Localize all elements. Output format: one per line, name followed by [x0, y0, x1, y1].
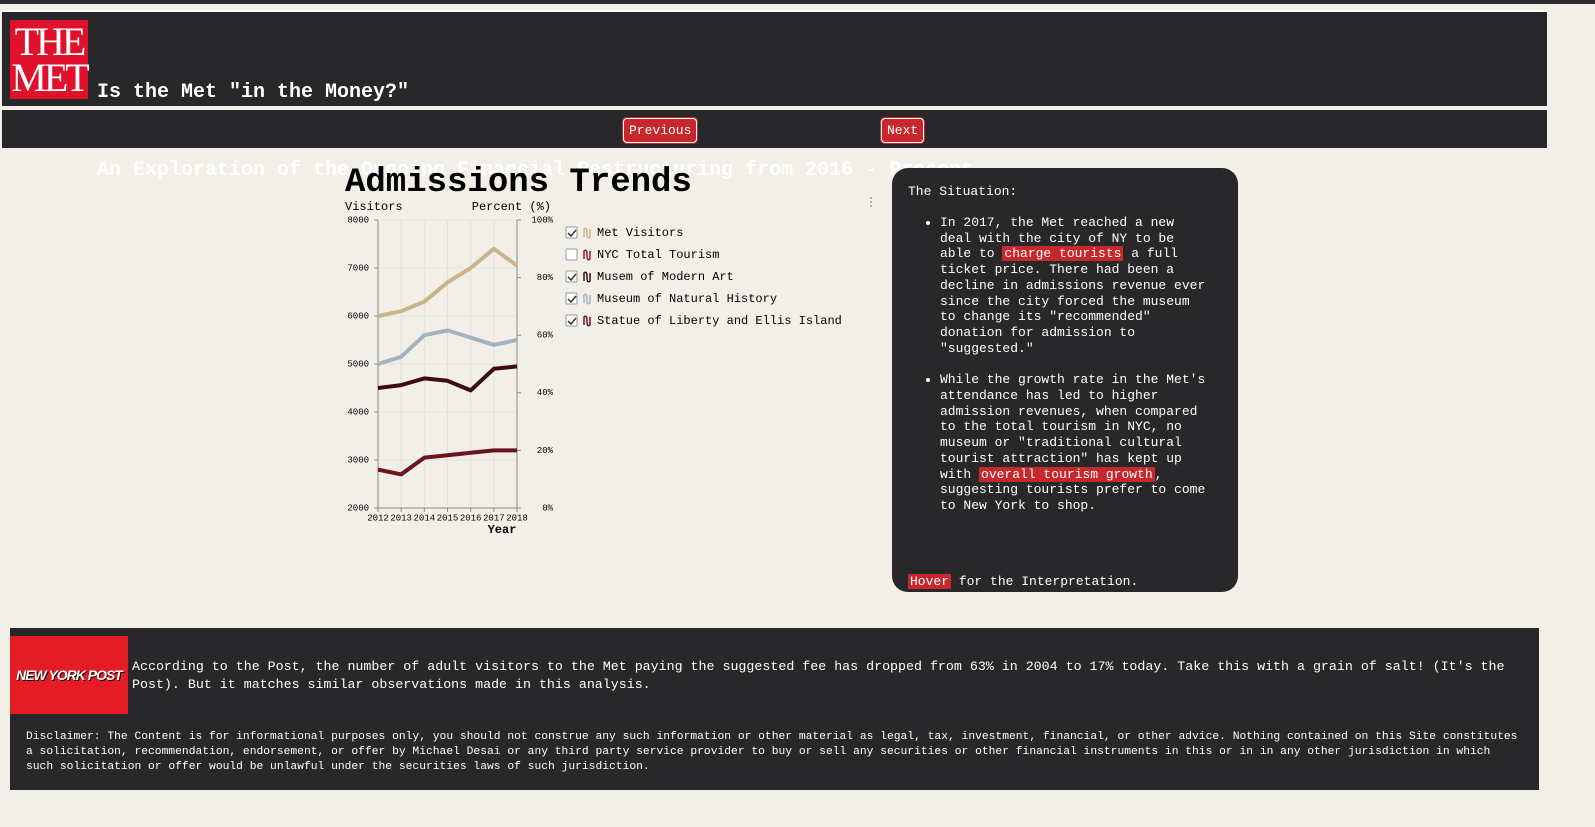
top-rule [0, 0, 1595, 4]
series-line [377, 364, 518, 393]
header: THE MET Is the Met "in the Money?" An Ex… [2, 10, 1547, 182]
legend-check [567, 317, 577, 326]
y-tick-label: 5000 [347, 359, 369, 369]
next-button[interactable]: Next [881, 118, 925, 143]
hover-tag[interactable]: Hover [908, 574, 952, 589]
bullet-text: While the growth rate in the Met's atten… [940, 372, 1206, 482]
highlight[interactable]: charge tourists [1002, 246, 1124, 262]
legend-checkbox[interactable] [565, 314, 578, 327]
y2-axis-label: Percent (%) [472, 200, 551, 214]
x-axis-label: Year [488, 523, 517, 537]
legend-label[interactable]: Statue of Liberty and Ellis Island [597, 314, 842, 328]
series-line [377, 246, 519, 318]
chart: Admissions Trends Visitors Percent (%) Y… [345, 164, 872, 537]
logo-text: THE [14, 19, 87, 64]
legend-label[interactable]: Met Visitors [597, 226, 683, 240]
y2-tick-label: 80% [537, 273, 554, 283]
x-tick-label: 2013 [390, 513, 412, 523]
legend-swatch [583, 315, 591, 327]
y-tick-label: 6000 [347, 311, 369, 321]
y-axis-label: Visitors [345, 200, 403, 214]
y2-tick-label: 20% [537, 446, 554, 456]
highlight[interactable]: overall tourism growth [979, 466, 1155, 482]
y2-tick-label: 0% [542, 503, 553, 513]
legend-label[interactable]: NYC Total Tourism [597, 248, 719, 262]
legend-checkbox[interactable] [565, 292, 578, 305]
legend-swatch [583, 271, 591, 283]
legend-check [567, 229, 577, 238]
bullet-text: In 2017, the Met reached a new deal with… [940, 215, 1175, 262]
post-logo: NEW YORK POST [10, 636, 128, 714]
x-tick-label: 2017 [483, 513, 505, 523]
menu-icon[interactable] [870, 197, 872, 207]
legend-swatch [583, 249, 591, 261]
legend-check [567, 295, 577, 304]
bullet-text: , suggesting tourists prefer to come to … [940, 466, 1206, 513]
x-tick-label: 2018 [506, 513, 528, 523]
series-line [377, 328, 518, 366]
title: Is the Met "in the Money?" [97, 81, 410, 104]
legend-check [567, 273, 577, 282]
chart-title: Admissions Trends [345, 164, 692, 202]
logo-text: MET [11, 55, 89, 100]
bullet-text: a full ticket price. There had been a de… [940, 246, 1206, 356]
post-quote: According to the Post, the number of adu… [132, 659, 1505, 692]
y-tick-label: 2000 [347, 503, 369, 513]
legend-label[interactable]: Museum of Natural History [597, 292, 777, 306]
x-tick-label: 2014 [414, 513, 436, 523]
y-tick-label: 3000 [347, 455, 369, 465]
y2-tick-label: 100% [531, 215, 553, 225]
met-logo: THE MET [10, 19, 90, 100]
hover-text: for the Interpretation. [951, 574, 1139, 589]
legend-checkbox[interactable] [565, 248, 578, 261]
legend-checkbox[interactable] [565, 270, 578, 283]
hover-line: Hover for the Interpretation. [908, 574, 1138, 590]
legend-checkbox[interactable] [565, 226, 578, 239]
y-tick-label: 8000 [347, 215, 369, 225]
nav-bar: Previous Next [2, 110, 1547, 148]
previous-button[interactable]: Previous [623, 118, 698, 143]
y-tick-label: 4000 [347, 407, 369, 417]
y2-tick-label: 60% [537, 331, 554, 341]
header-text: Is the Met "in the Money?" An Exploratio… [97, 28, 985, 236]
bullet: While the growth rate in the Met's atten… [940, 372, 1212, 513]
panel-heading: The Situation: [908, 184, 1018, 199]
y2-tick-label: 40% [537, 388, 554, 398]
legend-swatch [583, 293, 591, 305]
y-tick-label: 7000 [347, 263, 369, 273]
subtitle: An Exploration of the Ongoing Financial … [97, 159, 986, 182]
disclaimer: Disclaimer: The Content is for informati… [26, 731, 1518, 773]
bullet-list: In 2017, the Met reached a new deal with… [908, 215, 1212, 530]
bullet: In 2017, the Met reached a new deal with… [940, 215, 1212, 356]
footer: NEW YORK POST According to the Post, the… [10, 628, 1539, 790]
legend-label[interactable]: Musem of Modern Art [597, 270, 734, 284]
series-line [377, 448, 517, 477]
x-tick-label: 2016 [460, 513, 482, 523]
legend-swatch [583, 227, 591, 239]
x-tick-label: 2015 [437, 513, 459, 523]
x-tick-label: 2012 [367, 513, 389, 523]
situation-panel: The Situation: In 2017, the Met reached … [892, 168, 1238, 592]
